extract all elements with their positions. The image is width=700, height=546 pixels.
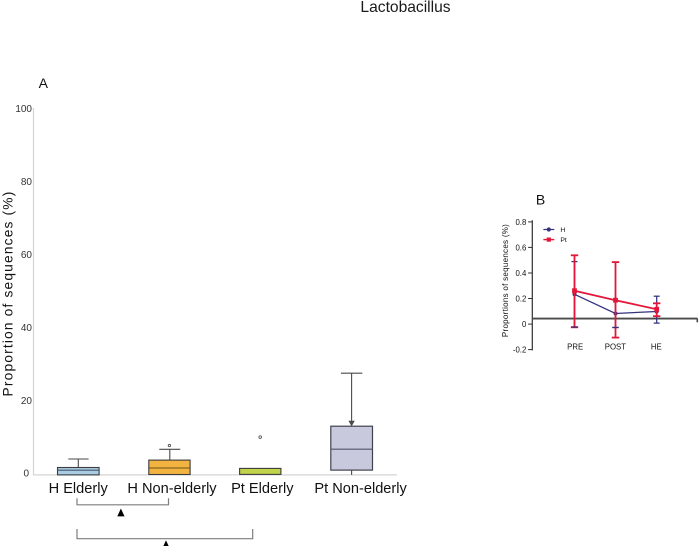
svg-text:60: 60 — [21, 250, 33, 261]
svg-text:PRE: PRE — [567, 342, 583, 351]
svg-text:100: 100 — [15, 104, 32, 115]
svg-text:B: B — [536, 192, 545, 208]
svg-text:Pt: Pt — [560, 237, 567, 244]
svg-text:Lactobacillus: Lactobacillus — [360, 0, 450, 16]
svg-text:H Non-elderly: H Non-elderly — [127, 481, 217, 497]
svg-text:Proportions of sequences (%): Proportions of sequences (%) — [501, 224, 510, 337]
svg-text:Pt Elderly: Pt Elderly — [231, 481, 294, 497]
svg-text:Pt Non-elderly: Pt Non-elderly — [314, 481, 407, 497]
svg-text:0.4: 0.4 — [515, 269, 527, 278]
svg-text:A: A — [39, 75, 49, 91]
svg-text:-0.2: -0.2 — [513, 346, 526, 355]
svg-text:Proportion of sequences (%): Proportion of sequences (%) — [1, 191, 16, 397]
svg-text:20: 20 — [21, 396, 33, 407]
svg-text:40: 40 — [21, 323, 33, 334]
svg-text:80: 80 — [21, 177, 33, 188]
svg-text:0.8: 0.8 — [515, 218, 526, 227]
svg-text:H: H — [560, 227, 565, 234]
svg-text:H Elderly: H Elderly — [49, 481, 109, 497]
svg-text:0.6: 0.6 — [515, 243, 526, 252]
svg-text:HE: HE — [651, 342, 662, 351]
svg-text:0: 0 — [23, 469, 29, 480]
svg-text:POST: POST — [605, 342, 626, 351]
svg-text:0.2: 0.2 — [515, 294, 526, 303]
svg-text:0: 0 — [522, 320, 527, 329]
